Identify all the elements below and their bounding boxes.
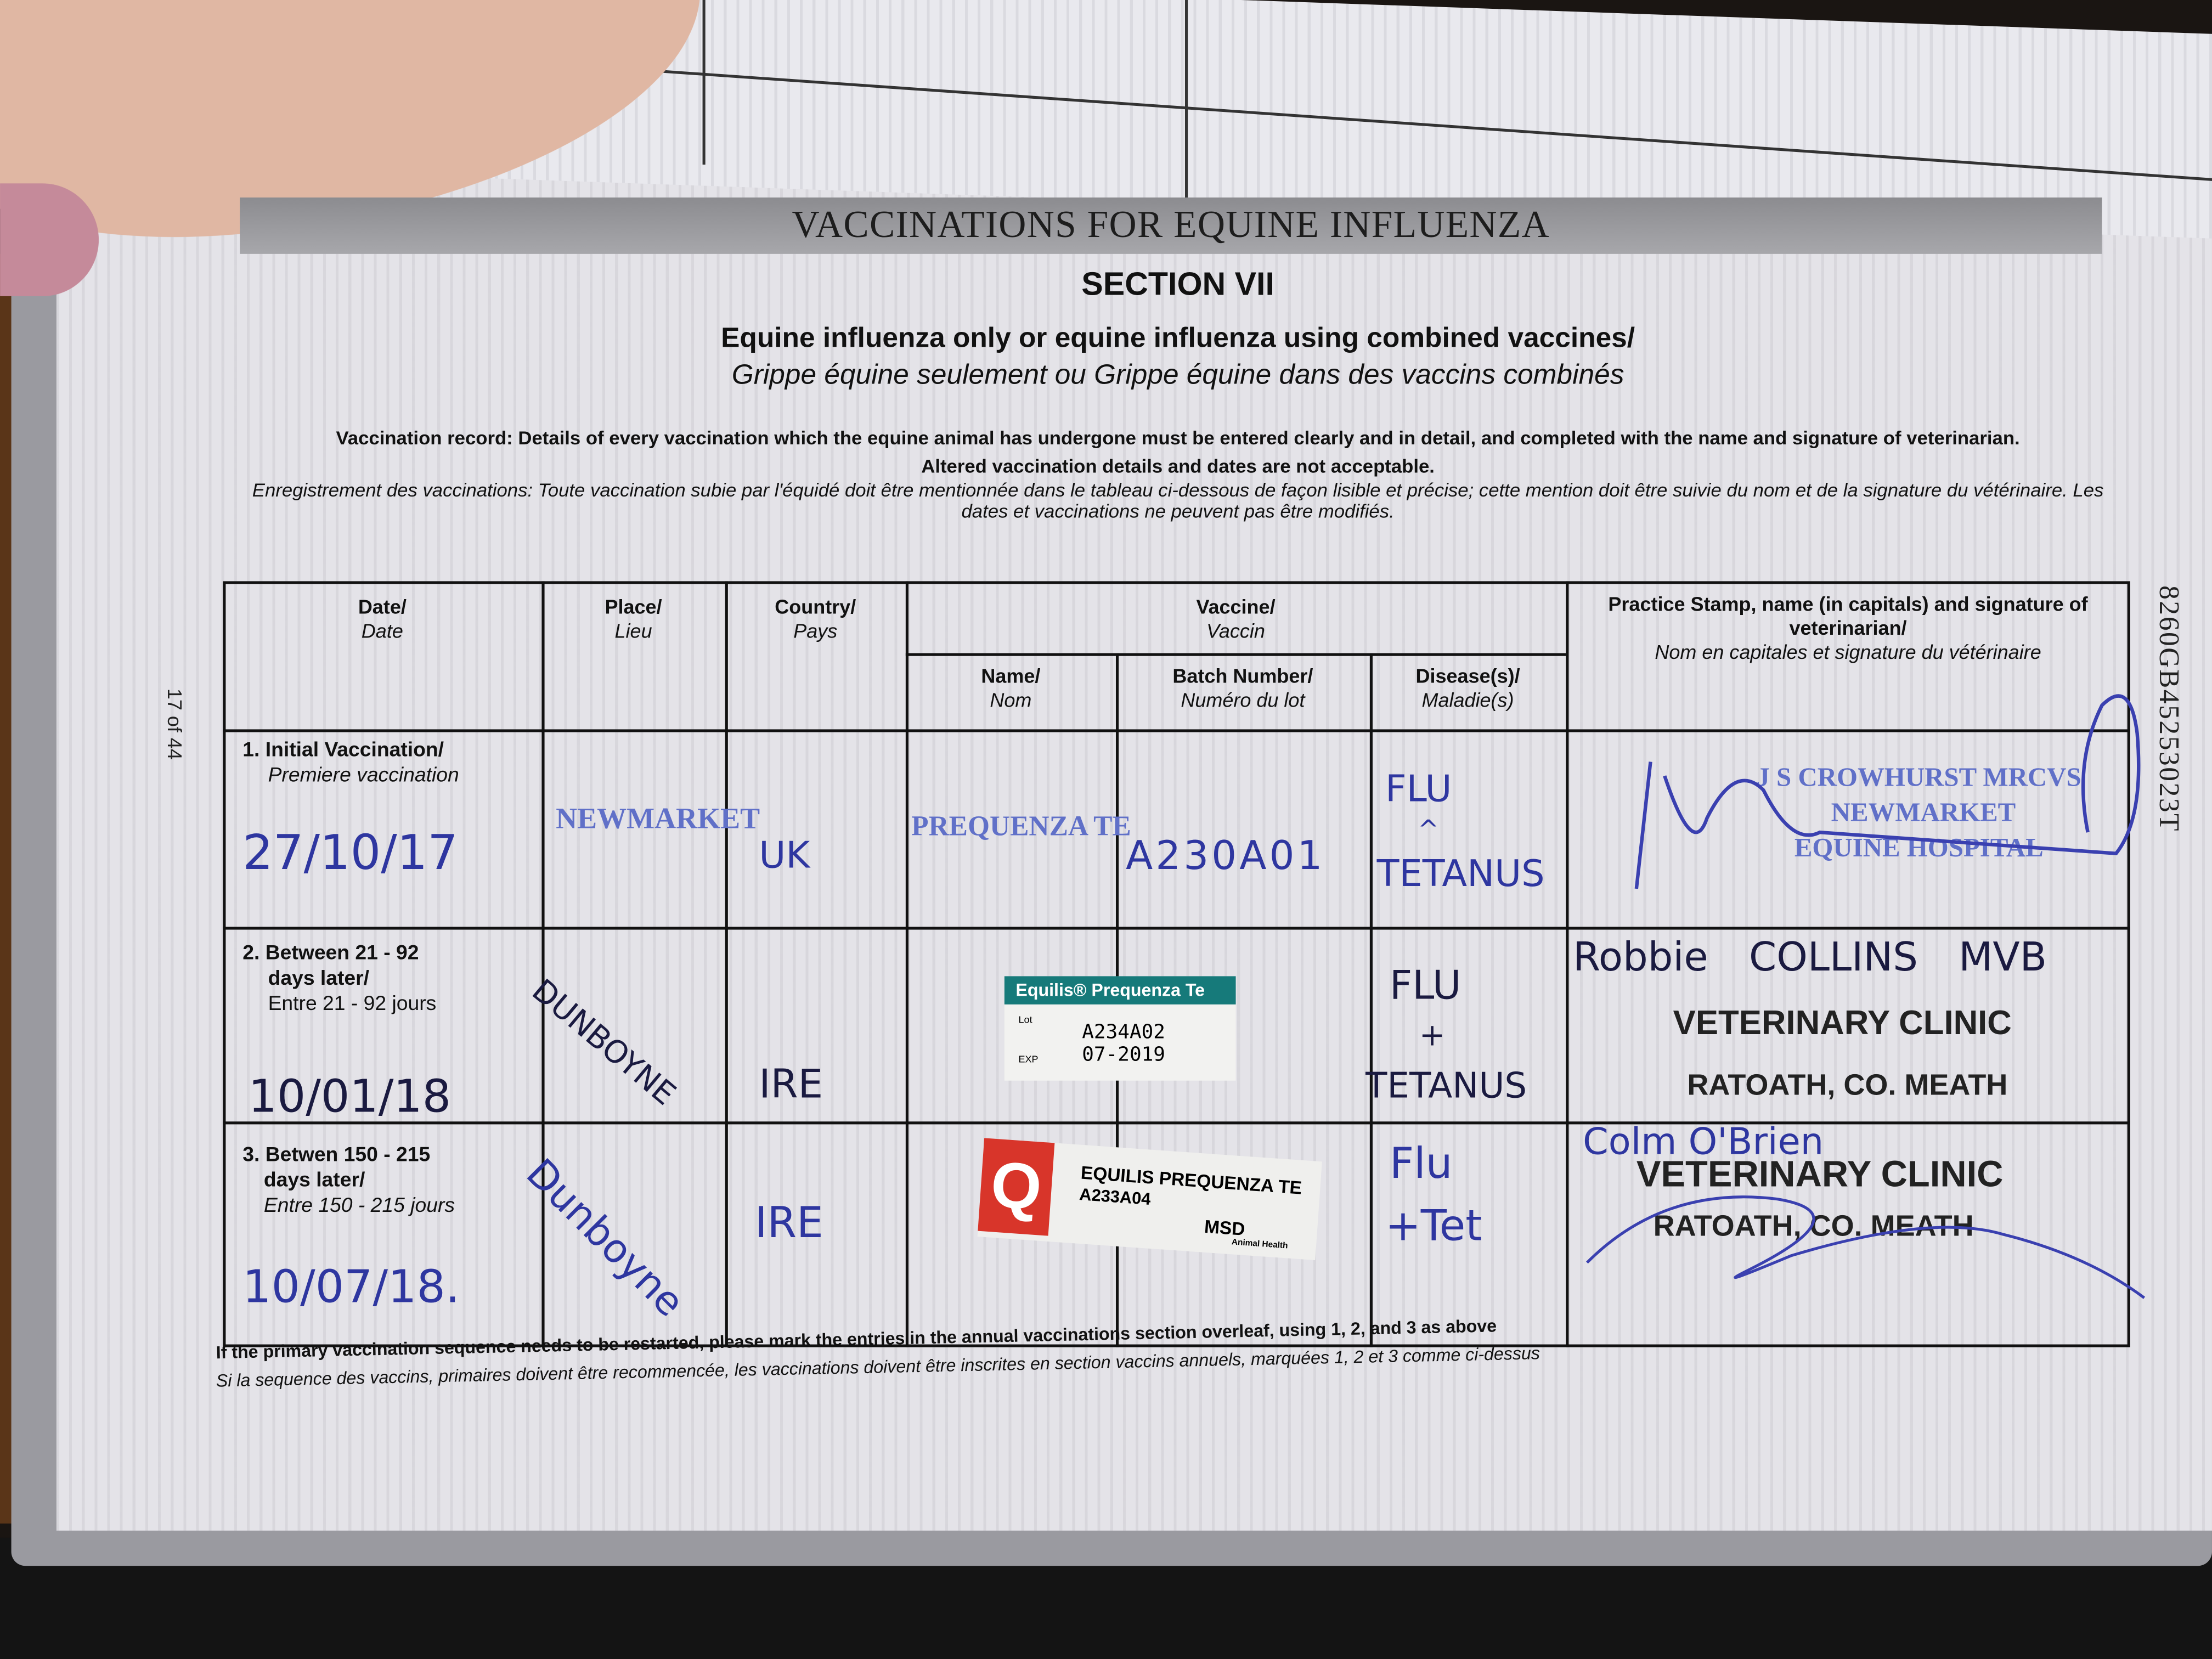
title-banner: VACCINATIONS FOR EQUINE INFLUENZA bbox=[240, 197, 2102, 254]
page-number: 17 of 44 bbox=[163, 688, 187, 760]
header-batch: Batch Number/Numéro du lot bbox=[1172, 664, 1313, 711]
row-3-country: IRE bbox=[754, 1199, 823, 1249]
row-1-disease: FLU bbox=[1385, 769, 1452, 811]
sleeve bbox=[0, 183, 99, 296]
section-title: SECTION VII bbox=[1081, 265, 1274, 302]
subtitle-en: Equine influenza only or equine influenz… bbox=[721, 323, 1635, 354]
subtitle-fr: Grippe équine seulement ou Grippe équine… bbox=[731, 359, 1624, 391]
vaccination-table bbox=[223, 581, 2130, 1347]
header-place: Place/Lieu bbox=[605, 595, 662, 642]
row-1-signature bbox=[1634, 694, 2141, 889]
header-country: Country/Pays bbox=[775, 595, 856, 642]
header-date: Date/Date bbox=[358, 595, 407, 642]
row-2-label: 2. Between 21 - 92 days later/Entre 21 - … bbox=[242, 942, 437, 1016]
header-disease: Disease(s)/Maladie(s) bbox=[1415, 664, 1520, 711]
sticker-batch: A233A04 bbox=[1079, 1184, 1152, 1209]
note-fr: Enregistrement des vaccinations: Toute v… bbox=[252, 479, 2104, 522]
row-3-stamp: VETERINARY CLINIC bbox=[1636, 1152, 2004, 1195]
row-1-stamp: J S CROWHURST MRCVS bbox=[1756, 763, 2081, 793]
row-3-label: 3. Betwen 150 - 215 days later/Entre 150 … bbox=[242, 1144, 455, 1218]
header-vaccine: Vaccine/Vaccin bbox=[1196, 595, 1276, 642]
row-3-date: 10/07/18. bbox=[242, 1260, 460, 1313]
row-1-label: 1. Initial Vaccination/Premiere vaccinat… bbox=[242, 739, 459, 787]
row-3-signature bbox=[1586, 1195, 2146, 1299]
q-logo: Q bbox=[978, 1138, 1055, 1236]
passport-page bbox=[56, 141, 2212, 1531]
header-name: Name/Nom bbox=[981, 664, 1041, 711]
row-1-place: NEWMARKET bbox=[556, 801, 760, 836]
sticker-exp: 07-2019 bbox=[1082, 1043, 1166, 1066]
row-1-date: 27/10/17 bbox=[242, 825, 458, 882]
row-2-country: IRE bbox=[759, 1060, 823, 1108]
row-3-vet-name: Colm O'Brien bbox=[1583, 1121, 1824, 1164]
note-en: Vaccination record: Details of every vac… bbox=[336, 427, 2020, 449]
row-1-vaccine-name: PREQUENZA TE bbox=[911, 811, 1131, 843]
row-1-country: UK bbox=[759, 835, 810, 878]
row-2-disease: FLU bbox=[1389, 962, 1462, 1009]
row-2-vaccine-sticker: Equilis® Prequenza Te Lot EXP A234A02 07… bbox=[1004, 976, 1236, 1081]
row-1-batch: A230A01 bbox=[1125, 832, 1325, 879]
row-2-stamp: VETERINARY CLINIC bbox=[1673, 1004, 2012, 1043]
row-2-date: 10/01/18 bbox=[248, 1069, 452, 1123]
banner-title: VACCINATIONS FOR EQUINE INFLUENZA bbox=[792, 203, 1550, 246]
row-2-vet-name: Robbie COLLINS MVB bbox=[1573, 934, 2047, 981]
msd-logo: MSD bbox=[1203, 1215, 1246, 1240]
row-3-disease: Flu bbox=[1389, 1139, 1453, 1189]
note-en-2: Altered vaccination details and dates ar… bbox=[921, 455, 1435, 477]
sticker-brand: Equilis® Prequenza Te bbox=[1004, 976, 1236, 1005]
header-vet: Practice Stamp, name (in capitals) and s… bbox=[1608, 592, 2088, 663]
sticker-lot: A234A02 bbox=[1082, 1021, 1166, 1044]
